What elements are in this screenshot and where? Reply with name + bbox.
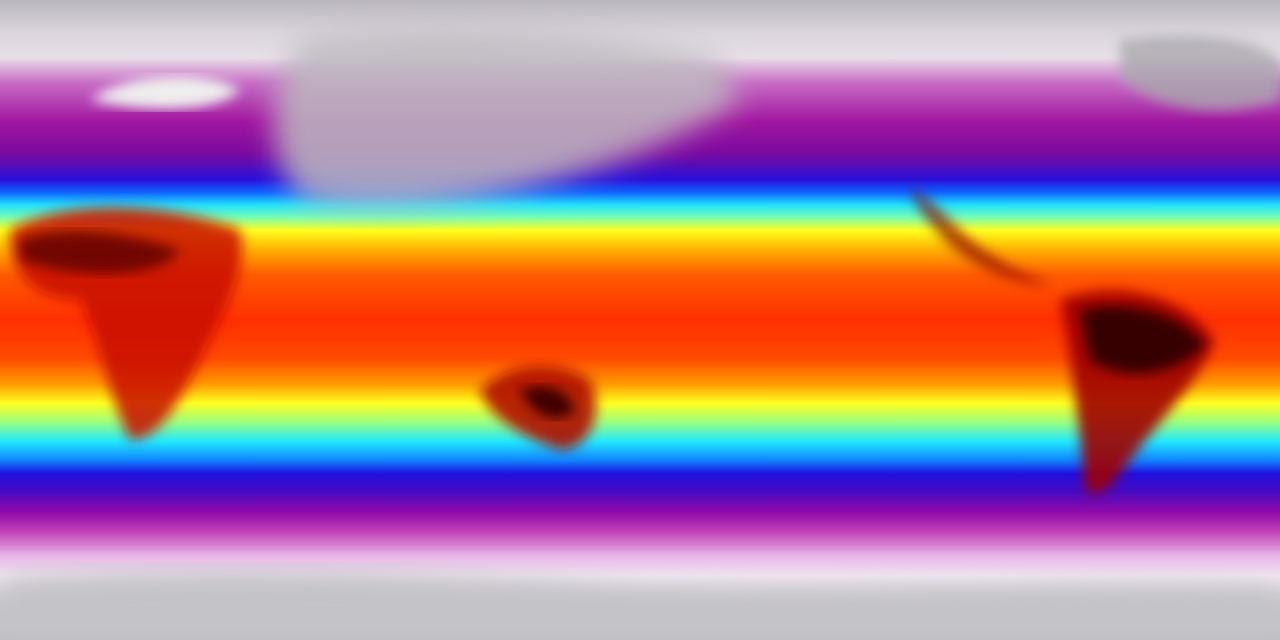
eurasia-cold-region [273,29,740,209]
central-america [910,190,1050,285]
greenland [90,76,240,109]
antarctica [0,569,1280,640]
australia-interior [520,386,575,419]
north-america-cold-region [1120,36,1280,111]
sahara-hot [20,231,180,274]
amazon-hot [1080,306,1205,374]
